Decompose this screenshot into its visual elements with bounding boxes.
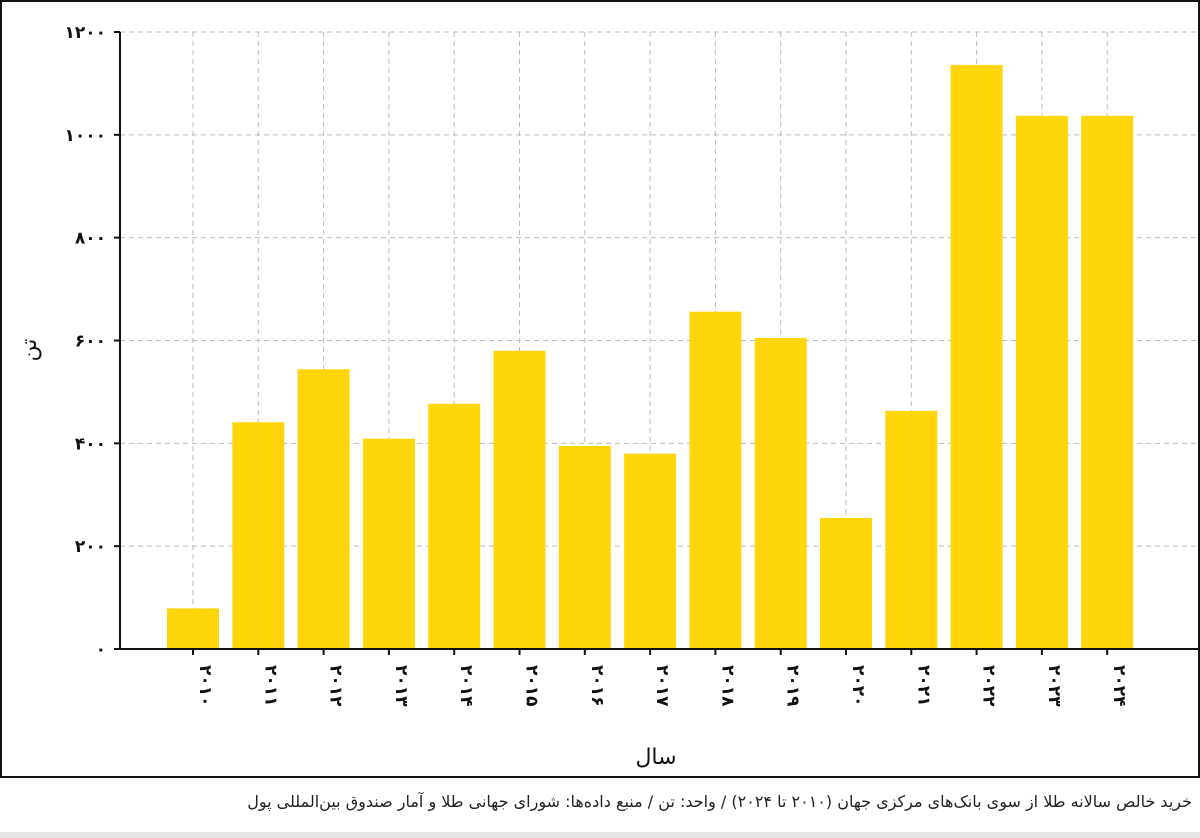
bar	[232, 422, 285, 649]
x-axis-title: سال	[635, 745, 676, 770]
bars	[167, 64, 1134, 650]
y-tick-label: ۲۰۰	[75, 537, 106, 557]
y-axis-title: تن	[17, 339, 42, 362]
bar	[362, 438, 415, 649]
axes	[114, 31, 1198, 655]
bar	[1015, 115, 1068, 650]
x-tick-label: ۲۰۲۰	[848, 665, 868, 707]
figure-caption: خرید خالص سالانه طلا از سوی بانک‌های مرک…	[247, 792, 1192, 811]
x-tick-label: ۲۰۱۸	[717, 665, 737, 707]
chart-frame: ۰ ۲۰۰ ۴۰۰ ۶۰۰ ۸۰۰ ۱۰۰۰ ۱۲۰۰ ۲۰۱۰ ۲۰۱۱ ۲۰۱۲ ۲۰۱۳ ۲۰…	[0, 0, 1200, 778]
bar	[950, 64, 1003, 649]
bar	[167, 608, 219, 649]
x-tick-label: ۲۰۱۱	[260, 665, 280, 707]
y-tick-labels: ۰ ۲۰۰ ۴۰۰ ۶۰۰ ۸۰۰ ۱۰۰۰ ۱۲۰۰	[64, 23, 106, 660]
bar	[689, 311, 742, 649]
y-tick-label: ۱۰۰۰	[64, 126, 106, 146]
x-tick-label: ۲۰۱۳	[391, 665, 411, 707]
bar	[885, 410, 938, 649]
x-tick-label: ۲۰۲۳	[1044, 665, 1064, 707]
x-tick-label: ۲۰۲۴	[1109, 665, 1129, 707]
x-tick-label: ۲۰۱۶	[587, 665, 607, 707]
x-tick-label: ۲۰۱۰	[195, 665, 215, 707]
bar	[297, 369, 350, 649]
x-tick-label: ۲۰۱۹	[783, 665, 803, 707]
x-tick-label: ۲۰۱۲	[326, 665, 346, 707]
bar	[558, 445, 611, 649]
x-tick-label: ۲۰۱۴	[456, 665, 476, 707]
bar	[428, 403, 481, 649]
y-tick-label: ۰	[96, 640, 106, 660]
x-tick-label: ۲۰۱۵	[522, 665, 542, 707]
bar	[493, 350, 546, 649]
bar	[820, 517, 872, 649]
y-tick-label: ۱۲۰۰	[64, 23, 106, 43]
x-tick-labels: ۲۰۱۰ ۲۰۱۱ ۲۰۱۲ ۲۰۱۳ ۲۰۱۴ ۲۰۱۵ ۲۰۱۶ ۲۰۱۷ ۲۰۱۸ ۲۰۱۹…	[195, 665, 1129, 707]
caption-bar: خرید خالص سالانه طلا از سوی بانک‌های مرک…	[0, 782, 1200, 838]
y-tick-label: ۴۰۰	[75, 434, 106, 454]
y-tick-label: ۶۰۰	[75, 332, 106, 352]
bar	[1081, 115, 1134, 650]
x-tick-label: ۲۰۲۱	[913, 665, 933, 707]
y-tick-label: ۸۰۰	[75, 229, 106, 249]
x-tick-label: ۲۰۱۷	[652, 665, 672, 707]
bar	[754, 337, 807, 649]
x-tick-label: ۲۰۲۲	[979, 665, 999, 707]
divider	[0, 832, 1200, 838]
bar	[624, 453, 677, 649]
